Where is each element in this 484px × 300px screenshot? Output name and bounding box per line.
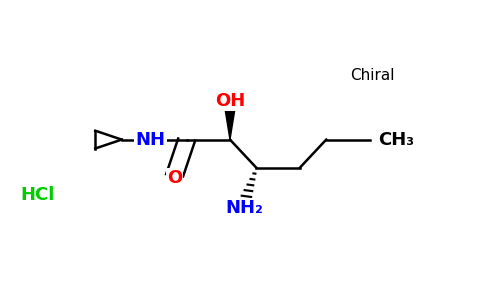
Text: NH₂: NH₂ (226, 199, 263, 217)
Text: O: O (167, 169, 182, 187)
Text: OH: OH (215, 92, 245, 110)
Text: CH₃: CH₃ (378, 130, 414, 148)
Text: Chiral: Chiral (349, 68, 394, 83)
Polygon shape (225, 107, 235, 140)
Text: NH: NH (136, 130, 166, 148)
Text: HCl: HCl (20, 186, 55, 204)
